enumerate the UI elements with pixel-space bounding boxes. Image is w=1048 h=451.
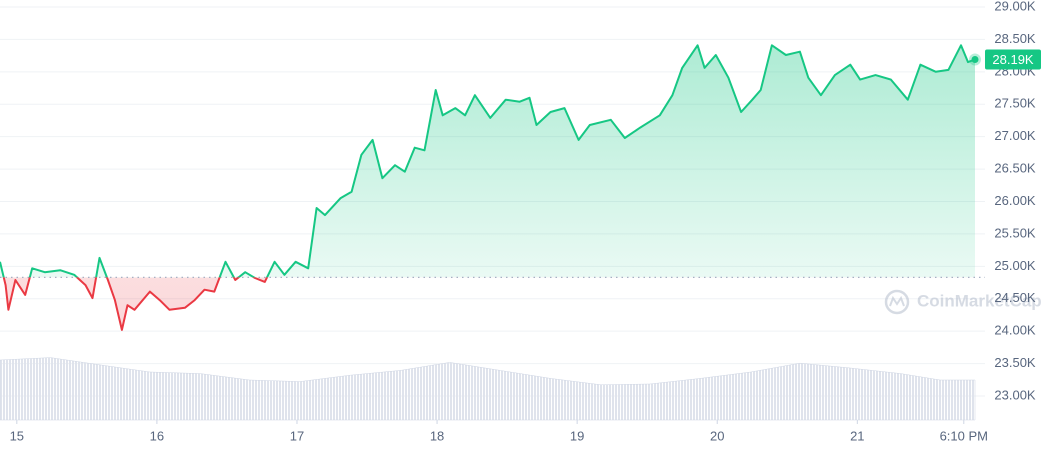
volume-area	[0, 357, 976, 421]
y-tick-label: 24.50K	[994, 290, 1036, 305]
x-tick-label: 16	[150, 428, 164, 443]
price-line-up	[0, 44, 976, 278]
y-tick-label: 27.50K	[994, 96, 1036, 111]
current-price-box	[985, 49, 1041, 70]
y-tick-label: 28.50K	[994, 31, 1036, 46]
watermark: CoinMarketCap	[884, 289, 1042, 315]
price-line-down	[2, 277, 269, 331]
x-tick-label: 15	[10, 428, 24, 443]
watermark-text: CoinMarketCap	[917, 291, 1042, 310]
x-tick-label: 19	[570, 428, 584, 443]
current-dot	[971, 56, 979, 64]
y-tick-label: 29.00K	[994, 0, 1036, 13]
x-tick-label: 18	[430, 428, 444, 443]
y-tick-label: 24.00K	[994, 323, 1036, 338]
y-tick-label: 23.50K	[994, 355, 1036, 370]
y-tick-label: 26.00K	[994, 193, 1036, 208]
x-tick-label: 21	[850, 428, 864, 443]
x-tick-label: 20	[710, 428, 724, 443]
x-tick-label: 17	[290, 428, 304, 443]
y-tick-label: 27.00K	[994, 128, 1036, 143]
x-tick-label: 6:10 PM	[940, 428, 988, 443]
y-tick-label: 23.00K	[994, 387, 1036, 402]
y-tick-label: 25.50K	[994, 225, 1036, 240]
y-tick-label: 26.50K	[994, 161, 1036, 176]
current-price-label: 28.19K	[992, 52, 1034, 67]
area-up	[0, 45, 975, 278]
y-tick-label: 25.00K	[994, 258, 1036, 273]
